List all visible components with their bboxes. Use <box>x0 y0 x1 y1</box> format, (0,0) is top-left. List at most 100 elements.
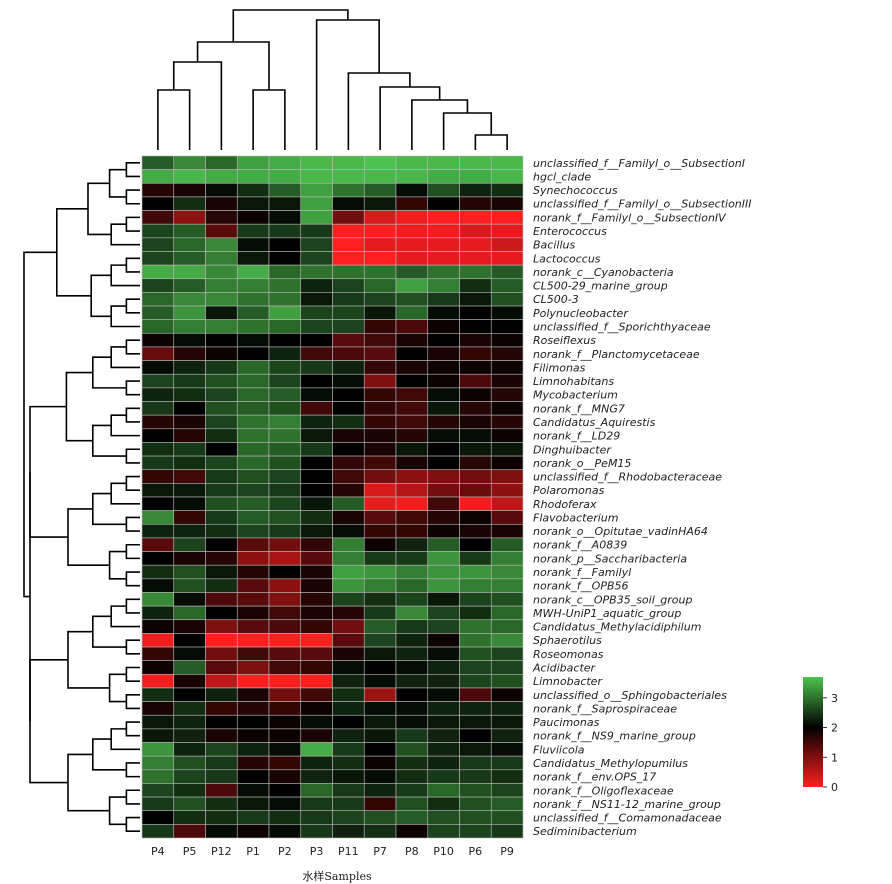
row-label: CL500-3 <box>533 293 579 306</box>
heatmap-cell <box>173 182 206 198</box>
heatmap-cell <box>490 237 524 252</box>
heatmap-cell <box>141 578 175 593</box>
heatmap-cell <box>268 387 302 402</box>
heatmap-cell <box>205 237 238 252</box>
heatmap-cell <box>332 278 365 293</box>
heatmap-cell <box>236 196 270 211</box>
heatmap-cell <box>363 469 397 484</box>
heatmap-cell <box>395 824 429 839</box>
heatmap-cell <box>173 714 206 730</box>
heatmap-cell <box>459 755 492 771</box>
row-label: Candidatus_Methylopumilus <box>533 757 688 770</box>
heatmap-cell <box>268 633 302 648</box>
heatmap-cell <box>236 483 270 498</box>
heatmap-cell <box>268 469 302 484</box>
heatmap-cell <box>268 742 302 757</box>
heatmap-cell <box>236 264 270 280</box>
heatmap-cell <box>205 496 238 511</box>
column-label: P3 <box>310 845 324 858</box>
heatmap-cell <box>173 251 206 266</box>
legend-tick-label: 2 <box>831 722 838 735</box>
heatmap-cell <box>268 346 302 361</box>
dendrogram-branch <box>125 516 140 532</box>
heatmap-cell <box>363 414 397 430</box>
heatmap-cell <box>205 319 238 334</box>
heatmap-cell <box>236 796 270 812</box>
heatmap-cell <box>300 714 333 730</box>
heatmap-cell <box>205 646 238 661</box>
heatmap-cell <box>332 223 365 239</box>
dendrogram-branch <box>92 424 127 457</box>
heatmap-cell <box>236 660 270 675</box>
heatmap-cell <box>459 237 492 252</box>
heatmap-cell <box>427 251 460 266</box>
heatmap-cell <box>363 278 397 293</box>
heatmap-cell <box>363 223 397 239</box>
heatmap-cell <box>332 182 365 198</box>
heatmap-cell <box>490 510 524 525</box>
row-label: Dinghuibacter <box>533 443 612 456</box>
heatmap-cell <box>300 646 333 661</box>
heatmap-cell <box>332 633 365 648</box>
heatmap-cell <box>427 769 460 784</box>
heatmap-cell <box>236 428 270 443</box>
heatmap-cell <box>141 674 175 689</box>
heatmap-cell <box>300 251 333 266</box>
heatmap-cell <box>173 674 206 689</box>
heatmap-cell <box>173 783 206 798</box>
heatmap-cell <box>427 169 460 184</box>
heatmap-cell <box>363 592 397 607</box>
heatmap-cell <box>427 510 460 525</box>
heatmap-cell <box>332 210 365 225</box>
heatmap-cell <box>173 810 206 825</box>
heatmap-cell <box>236 223 270 239</box>
heatmap-cell <box>268 169 302 184</box>
heatmap-cell <box>459 619 492 634</box>
heatmap-cell <box>141 483 175 498</box>
heatmap-cell <box>395 319 429 334</box>
heatmap-cell <box>300 373 333 389</box>
heatmap-cell <box>173 496 206 511</box>
heatmap-cell <box>332 592 365 607</box>
heatmap-cell <box>141 223 175 239</box>
dendrogram-branch <box>125 762 140 778</box>
heatmap-cell <box>205 414 238 430</box>
heatmap-cell <box>300 319 333 334</box>
heatmap-cell <box>205 387 238 402</box>
heatmap-cell <box>173 510 206 525</box>
heatmap-cell <box>459 155 492 170</box>
dendrogram-branch <box>92 492 127 526</box>
heatmap-cell <box>363 333 397 348</box>
row-label: Limnobacter <box>533 675 603 688</box>
heatmap-cell <box>427 592 460 607</box>
row-label: norank_f__NS9_marine_group <box>533 730 696 743</box>
heatmap-cell <box>141 783 175 798</box>
heatmap-cell <box>268 182 302 198</box>
heatmap-cell <box>205 796 238 812</box>
heatmap-cell <box>236 442 270 457</box>
heatmap-cell <box>173 278 206 293</box>
heatmap-cell <box>395 155 429 170</box>
heatmap-cell <box>395 810 429 825</box>
heatmap-cell <box>427 373 460 389</box>
heatmap-cell <box>427 210 460 225</box>
dendrogram-branch <box>92 356 127 389</box>
heatmap-cell <box>363 387 397 402</box>
heatmap-cell <box>459 333 492 348</box>
dendrogram-branch <box>125 475 140 491</box>
heatmap-cell <box>427 646 460 661</box>
heatmap-cell <box>363 483 397 498</box>
heatmap-cell <box>173 769 206 784</box>
heatmap-cell <box>459 660 492 675</box>
heatmap-cell <box>173 169 206 184</box>
heatmap-cell <box>427 319 460 334</box>
heatmap-cell <box>459 319 492 334</box>
heatmap-cell <box>300 292 333 307</box>
heatmap-cell <box>363 660 397 675</box>
dendrogram-branch <box>125 543 140 560</box>
heatmap-cell <box>427 701 460 716</box>
heatmap-cell <box>300 564 333 580</box>
heatmap-cell <box>268 796 302 812</box>
heatmap-cell <box>268 401 302 416</box>
dendrogram-branch <box>108 168 127 198</box>
